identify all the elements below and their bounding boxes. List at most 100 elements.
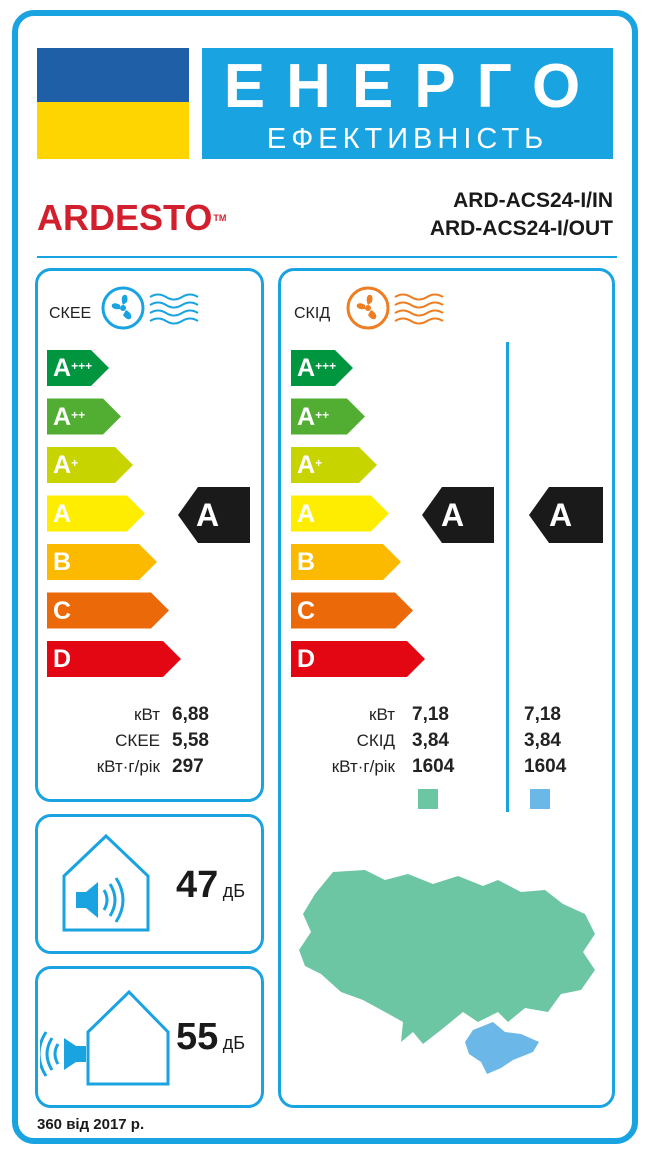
heating-rating-arrow-zone1 <box>422 487 494 543</box>
heating-scale-bar <box>291 641 425 677</box>
heating-scale-plus: ++ <box>315 407 330 422</box>
cooling-scale-bar <box>47 544 157 580</box>
cooling-scale-plus: ++ <box>71 407 86 422</box>
heating-scale-plus: + <box>315 456 323 470</box>
heating-scale-label: A+++ <box>297 353 336 383</box>
cooling-scale-label: B <box>53 547 71 577</box>
cooling-scale-bar <box>47 592 169 629</box>
zone-divider <box>506 342 509 812</box>
heating-scale-letter: C <box>297 596 316 625</box>
heating-fan-icon <box>346 286 444 330</box>
heating-label-power: кВт <box>369 705 395 724</box>
cooling-value-power: 6,88 <box>172 704 209 725</box>
heating-efficiency-scale <box>291 350 425 677</box>
cooling-value-energy: 297 <box>172 756 204 777</box>
cooling-scale-bar <box>47 641 181 677</box>
cooling-scale-letter: B <box>53 548 72 576</box>
heating-value-power-zone2: 7,18 <box>524 704 561 725</box>
cooling-scale-letter: A <box>53 354 72 382</box>
heating-scale-bar <box>291 350 353 386</box>
outdoor-noise-unit: дБ <box>222 1033 246 1053</box>
cooling-value-seer: 5,58 <box>172 730 209 751</box>
heating-scale-labels: A+++ A++ A+ A B C D <box>291 350 431 680</box>
heating-scale-bar <box>291 495 389 532</box>
heating-scale-letter: A <box>297 354 316 382</box>
cooling-scale-labels: A+++ A++ A+ A B C D <box>47 350 187 680</box>
cooling-mode-label: СКЕЕ <box>49 305 92 322</box>
cooling-fan-icon <box>101 286 199 330</box>
flag-yellow-stripe <box>37 102 189 159</box>
brand-tm: TM <box>213 213 227 223</box>
indoor-noise-icon <box>62 833 150 932</box>
heating-value-energy-zone2: 1604 <box>524 756 567 777</box>
heating-value-scop-zone2: 3,84 <box>524 730 561 751</box>
cooling-label-seer: СКЕЕ <box>115 731 160 750</box>
heating-scale-label: C <box>297 596 315 626</box>
map-zone1 <box>299 870 595 1044</box>
heating-value-power-zone1: 7,18 <box>412 704 449 725</box>
heating-labels: кВт СКІД кВт·г/рік <box>300 702 395 780</box>
heating-mode-label: СКІД <box>294 305 331 322</box>
cooling-efficiency-scale <box>47 350 181 677</box>
cooling-scale-bar <box>47 447 133 483</box>
cooling-label-power: кВт <box>134 705 160 724</box>
model-outdoor: ARD-ACS24-I/OUT <box>429 217 613 240</box>
header-divider <box>37 256 617 258</box>
cooling-scale-letter: D <box>53 645 72 673</box>
cooling-scale-label: A+++ <box>53 353 92 383</box>
cooling-scale-bar <box>47 398 121 435</box>
cooling-scale-label: C <box>53 596 71 626</box>
cooling-scale-plus: +++ <box>71 359 93 373</box>
model-indoor: ARD-ACS24-I/IN <box>453 189 613 212</box>
indoor-noise-value: 47 <box>176 864 219 906</box>
ukraine-climate-map <box>299 870 595 1074</box>
cooling-scale-bar <box>47 350 109 386</box>
cooling-scale-label: D <box>53 644 71 674</box>
outdoor-noise-readout: 55 дБ <box>176 1017 245 1057</box>
heating-scale-label: A++ <box>297 402 329 432</box>
cooling-scale-letter: C <box>53 596 72 625</box>
heating-value-energy-zone1: 1604 <box>412 756 455 777</box>
heating-scale-label: D <box>297 644 315 674</box>
cooling-scale-label: A <box>53 499 71 529</box>
cooling-rating-arrow <box>178 487 250 543</box>
outdoor-noise-icon <box>40 990 170 1086</box>
title-banner: ЕНЕРГО ЕФЕКТИВНІСТЬ <box>202 48 613 159</box>
heating-values-zone2: 7,18 3,84 1604 <box>524 702 566 780</box>
heating-scale-label: A+ <box>297 450 322 480</box>
zone1-color-swatch <box>418 789 438 809</box>
title-main: ЕНЕРГО <box>223 52 602 121</box>
zone2-color-swatch <box>530 789 550 809</box>
cooling-labels: кВт СКЕЕ кВт·г/рік <box>70 702 160 780</box>
heating-scale-label: A <box>297 499 315 529</box>
brand-logo: ARDESTOTM <box>37 198 277 238</box>
heating-scale-bar <box>291 447 377 483</box>
cooling-rating: A <box>196 497 220 533</box>
cooling-scale-letter: A <box>53 451 72 479</box>
heating-rating-zone2: A <box>549 497 573 533</box>
brand-name: ARDESTO <box>37 197 213 238</box>
heating-scale-letter: D <box>297 645 316 673</box>
cooling-scale-letter: A <box>53 499 72 528</box>
heating-scale-letter: B <box>297 548 316 576</box>
cooling-scale-letter: A <box>53 402 72 431</box>
heating-scale-letter: A <box>297 499 316 528</box>
heating-scale-letter: A <box>297 402 316 431</box>
cooling-scale-label: A+ <box>53 450 78 480</box>
heating-scale-bar <box>291 398 365 435</box>
cooling-label-energy: кВт·г/рік <box>96 757 160 776</box>
heating-scale-label: B <box>297 547 315 577</box>
title-sub: ЕФЕКТИВНІСТЬ <box>266 123 549 155</box>
cooling-scale-plus: + <box>71 456 79 470</box>
heating-value-scop-zone1: 3,84 <box>412 730 449 751</box>
outdoor-noise-value: 55 <box>176 1016 219 1058</box>
heating-scale-letter: A <box>297 451 316 479</box>
heating-scale-bar <box>291 544 401 580</box>
heating-scale-bar <box>291 592 413 629</box>
indoor-noise-readout: 47 дБ <box>176 865 245 905</box>
heating-rating-arrow-zone2 <box>529 487 603 543</box>
cooling-values: 6,88 5,58 297 <box>172 702 209 780</box>
heating-label-energy: кВт·г/рік <box>331 757 395 776</box>
regulation-footer: 360 від 2017 р. <box>37 1116 145 1133</box>
heating-scale-plus: +++ <box>315 359 337 373</box>
